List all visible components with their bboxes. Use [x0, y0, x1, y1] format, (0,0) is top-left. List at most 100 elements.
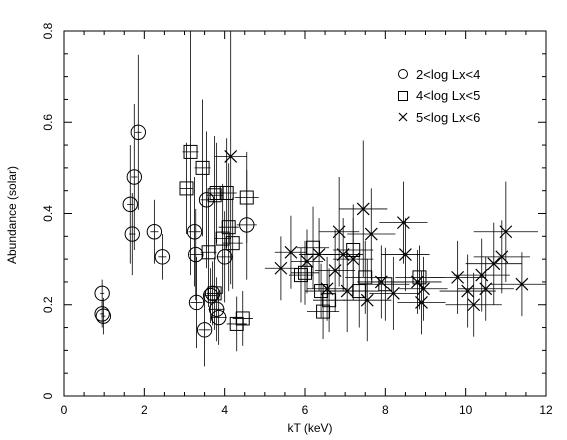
data-point-series-3 [397, 270, 446, 335]
data-point-series-3 [473, 220, 530, 294]
data-point-series-2 [232, 291, 253, 346]
data-point-series-2 [214, 183, 231, 294]
legend-label-square: 4<log Lx<5 [416, 88, 480, 103]
data-layer [94, 31, 546, 367]
data-point-series-3 [369, 256, 418, 330]
point-marker-circle [196, 322, 213, 338]
point-marker-cross [360, 293, 374, 307]
x-tick-label: 10 [459, 403, 473, 417]
data-point-series-2 [194, 99, 211, 237]
point-marker-square [183, 144, 198, 159]
point-marker-cross [340, 284, 354, 298]
point-marker-square [195, 160, 210, 175]
point-marker-square [201, 245, 216, 260]
data-point-series-3 [429, 240, 486, 314]
point-marker-circle [95, 308, 112, 324]
y-tick-label: 0.2 [41, 296, 55, 313]
legend-item-square: 4<log Lx<5 [398, 88, 480, 103]
data-point-series-2 [361, 247, 410, 321]
data-point-series-3 [399, 256, 448, 321]
point-marker-cross [356, 202, 370, 216]
point-marker-cross [386, 286, 400, 300]
point-marker-cross [396, 216, 410, 230]
data-point-series-3 [465, 222, 522, 305]
data-point-series-3 [264, 236, 297, 301]
plot-border [63, 30, 547, 397]
data-point-series-1 [216, 211, 233, 303]
point-marker-square [322, 293, 337, 308]
data-point-series-1 [154, 234, 171, 280]
point-marker-circle [188, 294, 205, 311]
legend-label-cross: 5<log Lx<6 [416, 110, 480, 125]
point-marker-cross [451, 270, 465, 284]
data-point-series-3 [307, 256, 348, 321]
point-marker-square [207, 286, 222, 301]
point-marker-cross [274, 261, 288, 275]
point-marker-circle [210, 309, 227, 326]
data-point-series-1 [126, 104, 142, 250]
point-marker-cross [487, 257, 501, 271]
data-point-series-3 [445, 272, 502, 337]
point-marker-cross [467, 298, 481, 312]
y-tick-label: 0.8 [41, 22, 55, 39]
data-point-series-3 [347, 188, 396, 280]
point-marker-square [207, 188, 222, 203]
data-point-series-1 [122, 145, 138, 264]
point-marker-cross [417, 282, 430, 296]
point-marker-cross [312, 248, 326, 261]
y-axis-label: Abundance (solar) [5, 166, 19, 264]
data-point-series-2 [290, 240, 320, 305]
y-tick-label: 0.6 [41, 114, 55, 131]
data-point-series-1 [210, 290, 227, 345]
x-axis: 0 2 4 6 8 10 12 [61, 31, 553, 417]
data-point-series-3 [343, 259, 392, 342]
x-tick-label: 2 [141, 403, 148, 417]
y-tick-label: 0.4 [41, 205, 55, 222]
point-marker-square [225, 236, 240, 251]
point-marker-square [235, 311, 250, 326]
point-marker-circle [216, 249, 233, 265]
point-marker-circle [126, 169, 142, 185]
point-marker-square [293, 268, 308, 283]
point-marker-cross [284, 245, 298, 259]
data-point-series-3 [274, 215, 308, 289]
data-point-series-3 [333, 218, 374, 301]
point-marker-cross [300, 254, 314, 268]
point-marker-cross [499, 225, 513, 239]
x-tick-label: 12 [539, 403, 553, 417]
point-marker-circle [202, 287, 219, 304]
y-axis: 0 0.2 0.4 0.6 0.8 [41, 22, 546, 399]
data-point-series-2 [218, 163, 239, 292]
x-tick-label: 0 [61, 403, 68, 417]
point-marker-cross [515, 277, 529, 291]
y-tick-label: 0 [41, 392, 55, 399]
point-marker-cross [461, 284, 475, 298]
data-point-series-2 [179, 142, 194, 235]
legend-cross-icon [398, 112, 408, 122]
data-point-series-1 [95, 297, 112, 335]
data-point-series-3 [379, 181, 428, 264]
data-point-series-3 [327, 250, 368, 333]
point-marker-circle [188, 246, 204, 263]
data-point-series-3 [457, 256, 514, 321]
data-point-series-1 [186, 177, 203, 287]
legend-circle-icon [398, 69, 408, 79]
point-marker-square [219, 185, 234, 200]
series-3 [214, 31, 546, 342]
x-tick-label: 4 [221, 403, 228, 417]
data-point-series-3 [214, 31, 247, 285]
x-tick-label: 8 [382, 403, 389, 417]
legend-label-circle: 2<log Lx<4 [416, 67, 480, 82]
data-point-series-1 [208, 277, 225, 342]
point-marker-square [221, 220, 236, 235]
data-point-series-3 [473, 181, 538, 282]
x-tick-label: 6 [302, 403, 309, 417]
data-point-series-3 [439, 254, 496, 328]
data-point-series-1 [146, 199, 163, 264]
point-marker-square [298, 265, 312, 280]
data-point-series-3 [489, 252, 546, 317]
data-point-series-3 [381, 218, 430, 292]
plot-frame [63, 30, 547, 397]
data-point-series-2 [206, 135, 223, 255]
